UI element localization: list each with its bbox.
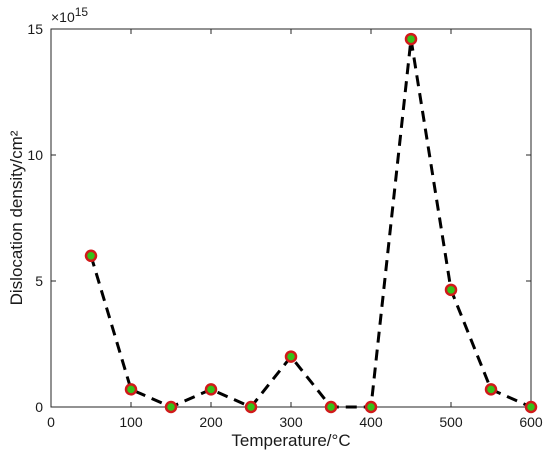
x-tick-label: 0 [47, 414, 55, 430]
data-point [204, 383, 218, 396]
axis-labels: Temperature/°C Dislocation density/cm² ×… [7, 5, 351, 450]
y-multiplier-label: ×1015 [51, 5, 88, 25]
data-point [84, 249, 98, 263]
y-multiplier-exponent: 15 [75, 5, 89, 19]
x-tick-label: 300 [279, 414, 303, 430]
y-tick-label: 10 [27, 147, 43, 163]
x-tick-label: 100 [119, 414, 143, 430]
y-axis-label: Dislocation density/cm² [7, 130, 26, 305]
y-tick-label: 0 [35, 399, 43, 415]
data-point [484, 383, 498, 396]
data-point [324, 400, 338, 414]
y-multiplier-base: ×10 [51, 9, 75, 25]
x-tick-label: 200 [199, 414, 223, 430]
data-point [364, 400, 378, 414]
x-tick-label: 500 [439, 414, 463, 430]
data-point [244, 400, 258, 414]
series-line [89, 37, 532, 409]
data-points [84, 32, 538, 414]
data-point [444, 283, 458, 297]
y-tick-label: 15 [27, 21, 43, 37]
data-point [524, 400, 538, 414]
data-point [124, 383, 138, 396]
x-tick-label: 400 [359, 414, 383, 430]
series-line-group [89, 37, 532, 409]
data-point [404, 32, 418, 46]
x-tick-label: 600 [519, 414, 543, 430]
data-point [164, 400, 178, 414]
y-tick-label: 5 [35, 273, 43, 289]
data-point [284, 350, 298, 363]
x-axis-label: Temperature/°C [231, 431, 350, 450]
